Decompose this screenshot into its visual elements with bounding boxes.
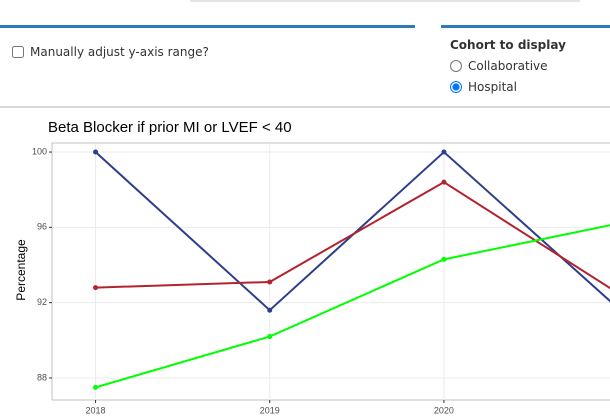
chart-title: Beta Blocker if prior MI or LVEF < 40	[48, 119, 292, 136]
data-point	[267, 307, 273, 313]
checkbox-label: Manually adjust y-axis range?	[30, 45, 209, 59]
data-point	[441, 179, 447, 185]
data-point	[267, 279, 273, 285]
plot-panel	[51, 142, 610, 401]
divider	[0, 106, 610, 108]
data-point	[93, 149, 99, 155]
radio-label: Collaborative	[468, 59, 548, 73]
radio-row[interactable]: Collaborative	[450, 59, 548, 73]
radio[interactable]	[450, 81, 462, 93]
options-card: Manually adjust y-axis range?	[0, 25, 415, 59]
data-point	[441, 256, 447, 262]
y-axis-label: Percentage	[14, 239, 28, 301]
y-tick-label: 88	[37, 372, 47, 382]
data-point	[267, 334, 273, 340]
checkbox-row[interactable]: Manually adjust y-axis range?	[12, 45, 209, 59]
x-tick-label: 2018	[86, 405, 106, 415]
input-edge	[190, 0, 580, 2]
x-tick-label: 2020	[434, 405, 454, 415]
data-point	[93, 285, 99, 291]
y-tick-label: 100	[32, 146, 47, 156]
radio[interactable]	[450, 60, 462, 72]
y-tick-label: 96	[37, 222, 47, 232]
y-tick-label: 92	[37, 297, 47, 307]
checkbox[interactable]	[12, 46, 24, 58]
cohort-title: Cohort to display	[450, 38, 566, 52]
series-line	[95, 180, 610, 290]
radio-label: Hospital	[468, 80, 517, 94]
data-point	[441, 149, 447, 155]
radio-row[interactable]: Hospital	[450, 80, 517, 94]
x-tick-label: 2019	[260, 405, 280, 415]
series-line	[95, 224, 610, 389]
cohort-card: Cohort to display Collaborative Hospital	[441, 25, 610, 94]
chart: Beta Blocker if prior MI or LVEF < 40 Pe…	[14, 119, 610, 415]
data-point	[93, 384, 99, 390]
